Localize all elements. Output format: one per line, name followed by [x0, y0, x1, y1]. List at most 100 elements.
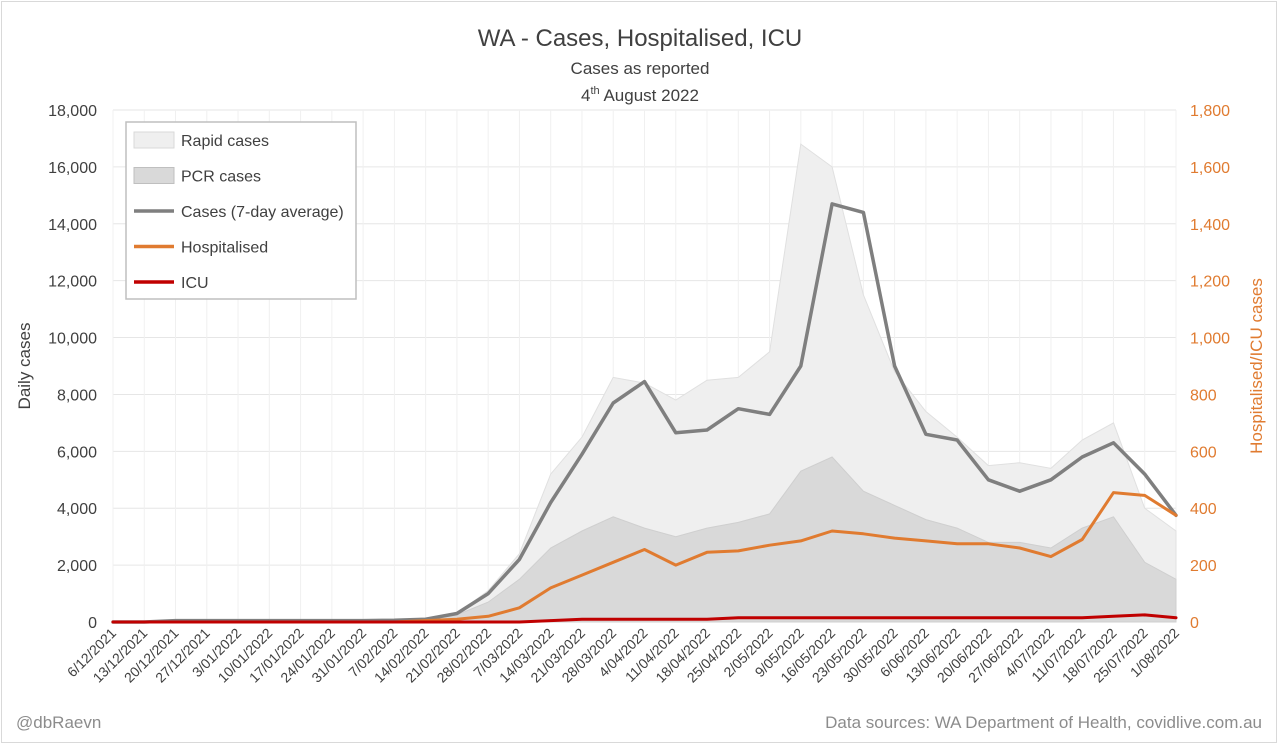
- point-hospitalised: [674, 563, 677, 567]
- point-hospitalised: [737, 549, 740, 553]
- point-hospitalised: [1112, 491, 1115, 494]
- point-cases-7-day-average: [549, 501, 552, 504]
- y2-tick-label: 1,600: [1190, 160, 1230, 177]
- point-icu: [299, 620, 302, 624]
- point-cases-7-day-average: [643, 380, 646, 383]
- point-cases-7-day-average: [955, 438, 959, 442]
- point-cases-7-day-average: [799, 364, 802, 368]
- point-icu: [705, 618, 709, 621]
- footer-sources: Data sources: WA Department of Health, c…: [825, 713, 1262, 732]
- point-hospitalised: [799, 539, 802, 543]
- point-hospitalised: [924, 539, 928, 543]
- point-cases-7-day-average: [487, 592, 490, 595]
- chart-title: WA - Cases, Hospitalised, ICU: [478, 25, 803, 52]
- point-cases-7-day-average: [737, 407, 740, 410]
- legend-label-hospitalised: Hospitalised: [181, 240, 268, 257]
- point-icu: [487, 620, 490, 624]
- point-icu: [1143, 613, 1146, 617]
- left-axis-ticks: 0 2,000 4,000 6,000 8,000 10,000 12,000 14,000 1…: [48, 103, 97, 632]
- point-cases-7-day-average: [612, 401, 615, 405]
- point-cases-7-day-average: [862, 211, 865, 214]
- point-icu: [580, 618, 584, 621]
- point-cases-7-day-average: [674, 431, 677, 434]
- y-tick-label: 6,000: [57, 444, 97, 461]
- point-hospitalised: [862, 532, 865, 535]
- point-icu: [393, 620, 396, 624]
- point-cases-7-day-average: [1112, 441, 1115, 444]
- point-hospitalised: [549, 586, 552, 590]
- point-hospitalised: [768, 544, 771, 547]
- point-cases-7-day-average: [518, 558, 521, 561]
- point-hospitalised: [487, 615, 490, 618]
- point-cases-7-day-average: [768, 413, 771, 416]
- point-hospitalised: [580, 573, 584, 577]
- point-icu: [643, 618, 646, 621]
- point-icu: [1081, 616, 1084, 619]
- point-hospitalised: [1143, 494, 1146, 497]
- y-axis-label: Daily cases: [15, 323, 34, 410]
- point-cases-7-day-average: [924, 433, 928, 436]
- point-icu: [987, 616, 990, 619]
- point-icu: [361, 620, 365, 624]
- y2-tick-label: 0: [1190, 615, 1199, 632]
- y-tick-label: 18,000: [48, 103, 97, 120]
- y2-tick-label: 1,800: [1190, 103, 1230, 120]
- point-hospitalised: [612, 561, 615, 564]
- point-icu: [612, 618, 615, 621]
- x-axis-ticks: 6/12/202113/12/202120/12/202127/12/20213…: [64, 625, 1183, 686]
- y2-tick-label: 400: [1190, 501, 1217, 518]
- point-icu: [674, 618, 677, 621]
- point-icu: [1018, 616, 1021, 619]
- point-icu: [455, 620, 459, 624]
- point-icu: [893, 616, 896, 619]
- point-hospitalised: [987, 542, 990, 545]
- point-icu: [1049, 616, 1053, 619]
- point-hospitalised: [455, 618, 459, 621]
- point-hospitalised: [1018, 546, 1021, 550]
- y-tick-label: 14,000: [48, 217, 97, 234]
- point-cases-7-day-average: [893, 364, 896, 368]
- point-icu: [268, 620, 271, 624]
- legend: Rapid cases PCR cases Cases (7-day average…: [125, 121, 357, 300]
- y-tick-label: 2,000: [57, 558, 97, 575]
- y2-tick-label: 1,000: [1190, 331, 1230, 348]
- point-hospitalised: [1049, 555, 1053, 558]
- y-tick-label: 4,000: [57, 501, 97, 518]
- point-icu: [1174, 616, 1178, 619]
- point-hospitalised: [893, 536, 896, 540]
- legend-swatch-pcr-cases: [133, 167, 175, 184]
- point-icu: [737, 616, 740, 619]
- point-hospitalised: [955, 542, 959, 545]
- y2-tick-label: 1,200: [1190, 274, 1230, 291]
- y2-tick-label: 200: [1190, 558, 1217, 575]
- point-icu: [799, 616, 802, 619]
- point-icu: [111, 620, 115, 624]
- point-cases-7-day-average: [987, 478, 990, 481]
- point-hospitalised: [830, 529, 834, 533]
- point-cases-7-day-average: [1049, 478, 1053, 481]
- point-hospitalised: [1081, 538, 1084, 541]
- point-hospitalised: [518, 606, 521, 609]
- point-cases-7-day-average: [580, 453, 584, 456]
- point-hospitalised: [705, 551, 709, 554]
- point-hospitalised: [1174, 514, 1178, 517]
- y2-tick-label: 600: [1190, 444, 1217, 461]
- y-tick-label: 12,000: [48, 274, 97, 291]
- point-icu: [924, 616, 928, 619]
- point-icu: [205, 620, 208, 624]
- point-cases-7-day-average: [1018, 490, 1021, 493]
- legend-label-rapid-cases: Rapid cases: [181, 133, 269, 150]
- point-cases-7-day-average: [705, 428, 709, 432]
- point-cases-7-day-average: [830, 202, 834, 206]
- point-icu: [955, 616, 959, 619]
- line-series: [111, 202, 1178, 624]
- point-cases-7-day-average: [455, 612, 459, 615]
- y2-tick-label: 1,400: [1190, 217, 1230, 234]
- y2-axis-label: Hospitalised/ICU cases: [1247, 278, 1266, 454]
- point-cases-7-day-average: [1081, 455, 1084, 459]
- point-icu: [862, 616, 865, 619]
- point-icu: [768, 616, 771, 619]
- point-cases-7-day-average: [1143, 472, 1146, 476]
- chart-date-day: 4: [581, 86, 590, 105]
